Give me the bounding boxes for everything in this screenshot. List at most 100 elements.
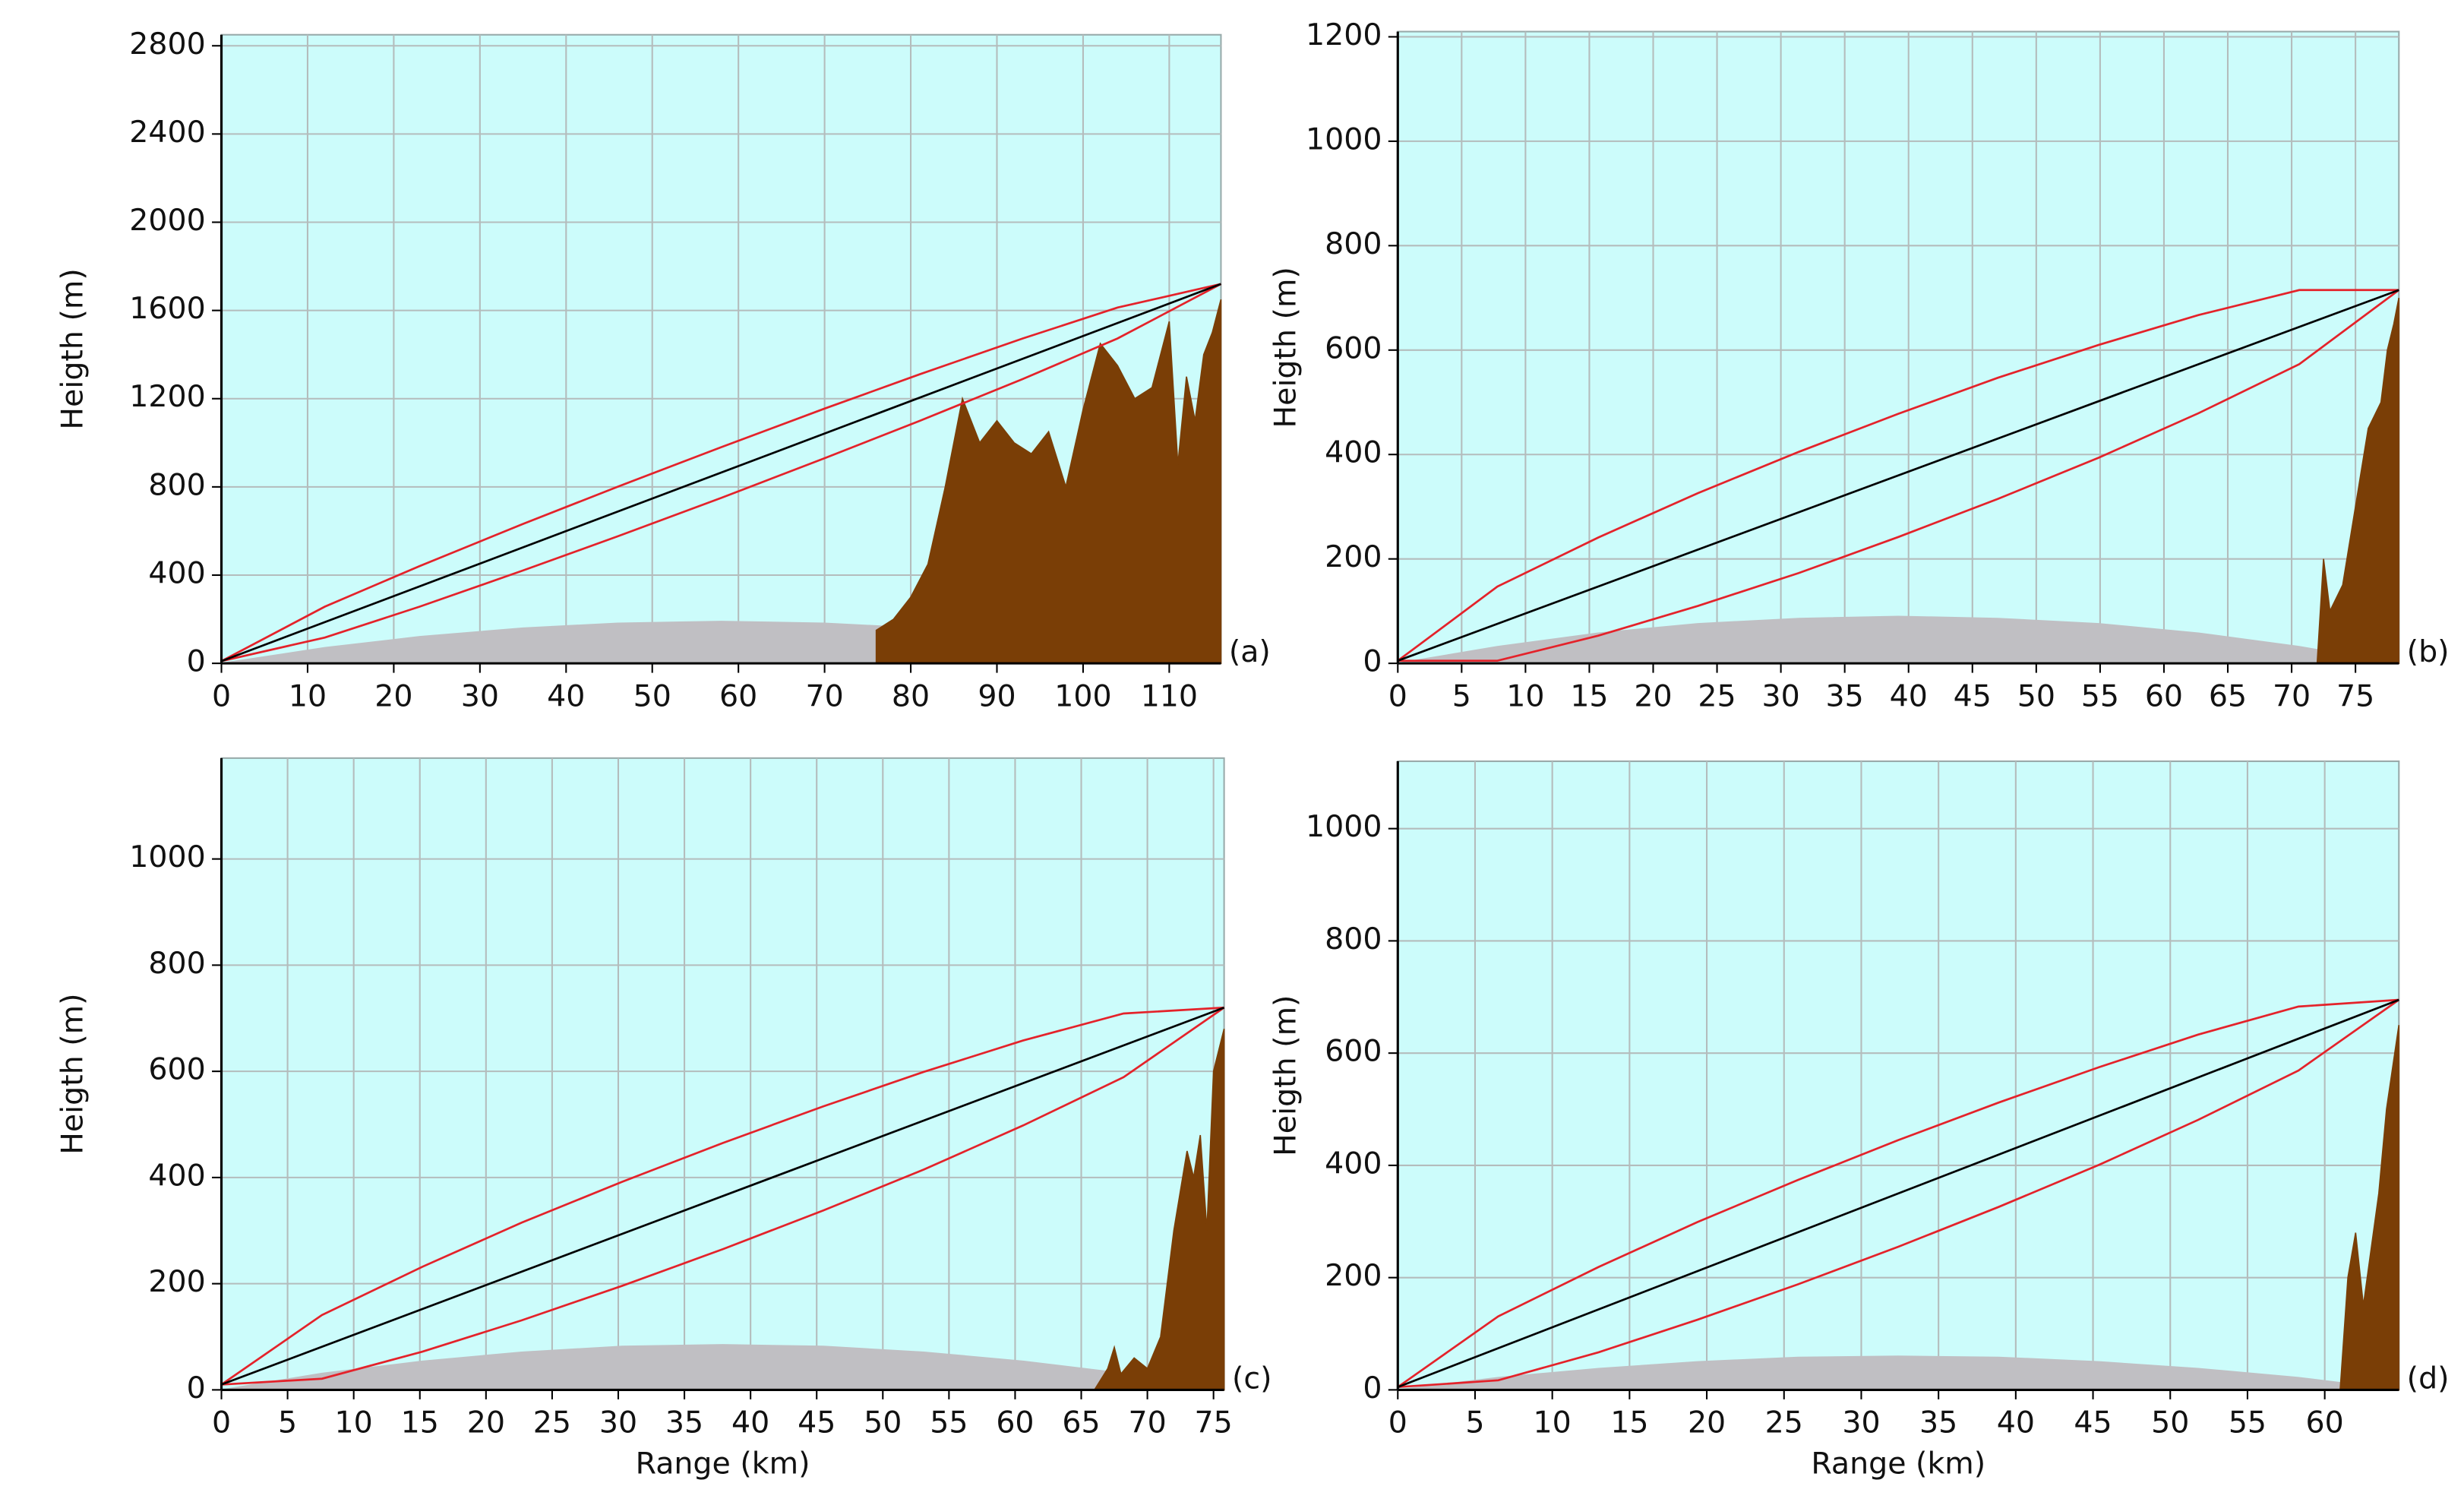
line	[1398, 998, 2400, 1389]
area	[2316, 297, 2400, 664]
y-tick-label: 600	[148, 1052, 205, 1087]
area	[1398, 615, 2399, 664]
panel: 0 400 800 1200 1600 2000 2400 2800 0 10 20 30 40 50 60…	[55, 27, 1271, 714]
y-tick-label: 400	[148, 555, 205, 590]
x-tick-label: 40	[1890, 678, 1928, 713]
x-tick-label: 35	[1826, 678, 1864, 713]
y-tick-label: 200	[1325, 1258, 1382, 1293]
x-tick-label: 20	[1634, 678, 1672, 713]
line	[1397, 998, 2399, 1388]
x-tick-label: 60	[2306, 1406, 2344, 1440]
x-tick-label: 40	[731, 1406, 769, 1440]
line	[221, 283, 1221, 662]
x-tick-label: 80	[892, 678, 930, 713]
x-tick-label: 15	[1610, 1406, 1648, 1440]
x-axis-title: Range (km)	[636, 1447, 810, 1481]
x-tick-label: 90	[978, 678, 1016, 713]
panel: 0 200 400 600 800 1000 0 5 10 15 20 25 30 35 40 45 50 55 6…	[55, 757, 1272, 1481]
x-tick-label: 5	[1465, 1406, 1484, 1440]
y-tick-label: 1200	[129, 379, 206, 414]
x-tick-label: 30	[461, 678, 499, 713]
x-tick-label: 30	[1761, 678, 1799, 713]
panel-label: (b)	[2407, 634, 2450, 669]
panel-label: (a)	[1229, 634, 1271, 669]
x-tick-label: 0	[212, 678, 231, 713]
x-tick-label: 65	[1062, 1406, 1100, 1440]
x-tick-label: 10	[1534, 1406, 1572, 1440]
y-tick-label: 1000	[1306, 122, 1382, 157]
x-tick-label: 70	[805, 678, 843, 713]
x-tick-label: 40	[547, 678, 585, 713]
x-tick-label: 20	[1688, 1406, 1726, 1440]
y-tick-label: 1200	[1306, 17, 1382, 52]
x-tick-label: 70	[1128, 1406, 1166, 1440]
x-tick-label: 100	[1054, 678, 1111, 713]
y-tick-label: 400	[1325, 435, 1382, 470]
x-tick-label: 15	[401, 1406, 439, 1440]
area	[1093, 1029, 1225, 1391]
y-tick-label: 800	[148, 946, 205, 981]
area	[2339, 1025, 2400, 1391]
x-tick-label: 30	[599, 1406, 637, 1440]
line	[221, 1007, 1225, 1386]
panel-label: (c)	[1232, 1361, 1272, 1396]
x-tick-label: 60	[996, 1406, 1034, 1440]
x-tick-label: 25	[533, 1406, 571, 1440]
y-tick-label: 800	[1325, 922, 1382, 957]
x-tick-label: 0	[1388, 1406, 1407, 1440]
x-tick-label: 20	[467, 1406, 505, 1440]
x-tick-label: 10	[289, 678, 327, 713]
x-tick-label: 25	[1765, 1406, 1803, 1440]
y-tick-label: 1000	[1306, 809, 1382, 844]
x-axis-title: Range (km)	[1811, 1447, 1985, 1481]
x-tick-label: 20	[374, 678, 412, 713]
plot-background	[1397, 30, 2400, 665]
line	[220, 283, 1221, 662]
x-tick-label: 50	[633, 678, 671, 713]
line	[1397, 289, 2399, 662]
y-tick-label: 400	[148, 1158, 205, 1193]
plot-background	[1397, 760, 2400, 1391]
panel: 0 200 400 600 800 1000 1200 0 5 10 15 20 25 30 35 40 45 5…	[1268, 17, 2449, 713]
y-axis-title: Heigth (m)	[1268, 267, 1303, 428]
y-tick-label: 0	[187, 1371, 206, 1406]
x-tick-label: 5	[278, 1406, 297, 1440]
y-tick-label: 200	[148, 1264, 205, 1299]
y-tick-label: 2400	[129, 115, 206, 150]
y-tick-label: 600	[1325, 1034, 1382, 1069]
x-tick-label: 55	[2081, 678, 2119, 713]
x-tick-label: 45	[798, 1406, 836, 1440]
line	[1397, 289, 2399, 662]
y-tick-label: 200	[1325, 539, 1382, 574]
x-tick-label: 25	[1698, 678, 1736, 713]
x-tick-label: 50	[2017, 678, 2055, 713]
y-axis-title: Heigth (m)	[1268, 995, 1303, 1156]
x-tick-label: 45	[2074, 1406, 2112, 1440]
y-tick-label: 2800	[129, 27, 206, 62]
x-tick-label: 10	[1506, 678, 1544, 713]
x-tick-label: 60	[719, 678, 757, 713]
line	[220, 1006, 1224, 1386]
y-tick-label: 0	[1363, 644, 1382, 679]
area	[875, 299, 1222, 664]
x-tick-label: 5	[1452, 678, 1471, 713]
x-tick-label: 70	[2273, 678, 2311, 713]
x-tick-label: 110	[1141, 678, 1198, 713]
x-tick-label: 0	[212, 1406, 231, 1440]
y-tick-label: 800	[148, 467, 205, 502]
area	[1398, 1355, 2399, 1391]
x-tick-label: 50	[864, 1406, 902, 1440]
x-tick-label: 35	[665, 1406, 703, 1440]
x-tick-label: 35	[1919, 1406, 1957, 1440]
x-tick-label: 30	[1842, 1406, 1880, 1440]
y-tick-label: 1000	[129, 840, 206, 874]
y-tick-label: 0	[187, 644, 206, 679]
line	[1397, 998, 2399, 1388]
line	[221, 1007, 1225, 1386]
y-tick-label: 600	[1325, 330, 1382, 365]
panel: 0 200 400 600 800 1000 0 5 10 15 20 25 30 35 40 45 50 55 6…	[1268, 760, 2450, 1481]
y-tick-label: 400	[1325, 1146, 1382, 1181]
x-tick-label: 0	[1388, 678, 1407, 713]
